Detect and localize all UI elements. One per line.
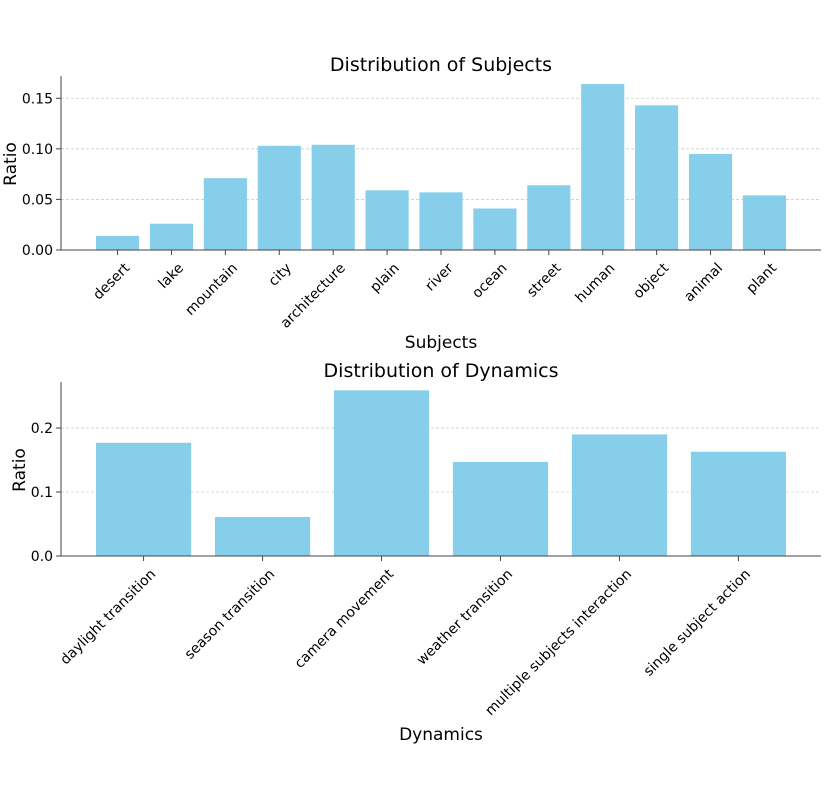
dynamics-chart: Distribution of Dynamics 0.0 0.1 0.2 dayli… [10,360,821,745]
dynamics-x-tick-label: camera movement [292,566,398,672]
dynamics-chart-title: Distribution of Dynamics [324,360,559,382]
subjects-bar-object [635,105,679,250]
subjects-bar-desert [96,235,140,250]
subjects-chart: Distribution of Subjects 0.00 0.05 0.10 0.1… [1,54,821,353]
subjects-bar-plant [742,195,786,250]
dynamics-x-axis-label: Dynamics [399,725,483,745]
subjects-x-tick-label: plain [367,260,402,295]
subjects-bar-lake [149,223,194,250]
subjects-bar-river [419,192,463,250]
subjects-x-tick-label: street [524,260,565,301]
subjects-x-tick-label: plant [743,260,780,297]
subjects-x-tick-label: animal [681,260,726,305]
subjects-bar-street [527,185,571,250]
subjects-x-tick-label: city [266,260,295,289]
dynamics-x-tick-label: weather transition [414,566,516,668]
dynamics-x-tick-label: multiple subjects interaction [482,566,635,719]
subjects-chart-title: Distribution of Subjects [330,54,552,76]
subjects-bar-ocean [473,208,517,250]
subjects-x-tick-label: human [572,260,618,306]
subjects-x-axis-label: Subjects [405,333,478,353]
dynamics-bar-multiple-subjects-interaction [571,434,668,556]
dynamics-bar-season-transition [214,516,311,556]
subjects-x-tick-label: desert [90,260,133,303]
subjects-y-tick-label: 0.00 [22,243,53,259]
subjects-x-tick-label: mountain [182,260,241,319]
subjects-bar-architecture [311,144,355,250]
subjects-x-tick-label: lake [155,260,187,292]
dynamics-y-tick-label: 0.1 [31,485,53,501]
subjects-bar-plain [365,190,409,250]
dynamics-y-tick-label: 0.0 [31,549,53,565]
subjects-bar-city [257,145,301,250]
subjects-bar-human [581,84,625,251]
dynamics-y-tick-label: 0.2 [31,421,53,437]
dynamics-bar-single-subject-action [690,451,786,556]
subjects-y-tick-label: 0.05 [22,192,53,208]
subjects-x-tick-label: ocean [469,260,510,301]
dynamics-bar-daylight-transition [96,442,192,556]
dynamics-x-tick-label: season transition [182,566,278,662]
dynamics-x-tick-label: single subject action [641,566,754,679]
dynamics-bar-weather-transition [452,461,549,556]
dynamics-x-tick-label: daylight transition [57,566,159,668]
subjects-y-axis-label: Ratio [1,142,21,186]
dynamics-y-axis-label: Ratio [10,448,30,492]
dynamics-bar-camera-movement [333,390,430,556]
subjects-x-tick-label: river [422,260,456,294]
subjects-bar-mountain [203,178,247,250]
subjects-bar-animal [688,153,733,250]
subjects-x-tick-label: object [630,260,672,302]
subjects-y-tick-label: 0.10 [22,142,53,158]
subjects-y-tick-label: 0.15 [22,91,53,107]
